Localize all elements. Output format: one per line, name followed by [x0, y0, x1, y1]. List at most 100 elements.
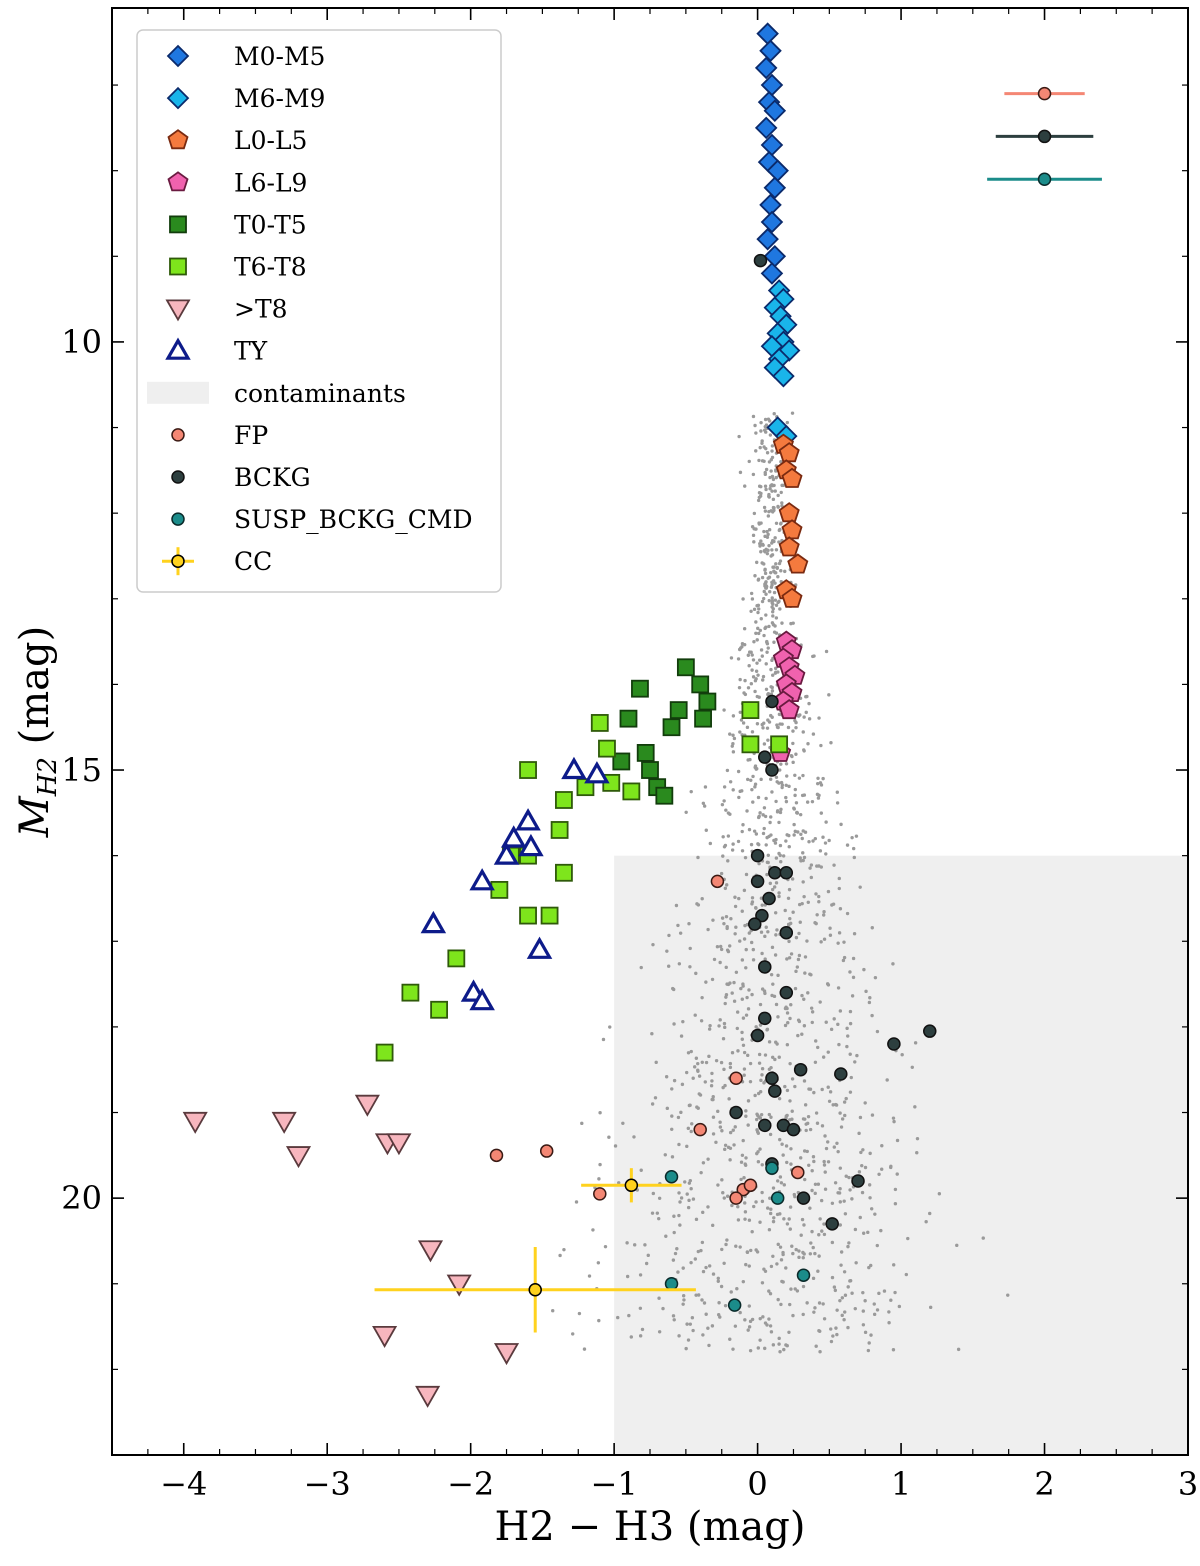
background-dot [638, 1273, 643, 1277]
data-point [555, 791, 573, 809]
background-dot [773, 911, 778, 915]
background-dot [842, 1199, 846, 1203]
background-dot [773, 536, 777, 540]
background-dots-layer [551, 411, 1010, 1354]
background-dot [742, 691, 746, 695]
legend-label: M0-M5 [234, 42, 325, 71]
background-dot [858, 1215, 862, 1220]
series-ty [420, 756, 610, 1011]
legend-item: M0-M5 [166, 42, 325, 71]
background-dot [760, 575, 765, 580]
background-dot [808, 1252, 813, 1256]
background-dot [723, 843, 728, 848]
background-dot [760, 951, 764, 956]
data-point [624, 1178, 639, 1193]
background-dot [785, 1043, 790, 1047]
background-dot [700, 1240, 705, 1245]
background-dot [813, 1182, 818, 1186]
background-dot [741, 597, 745, 601]
background-dot [686, 1338, 691, 1342]
background-dot [754, 527, 758, 531]
background-dot [703, 785, 708, 789]
background-dot [788, 1061, 792, 1066]
background-dot [706, 927, 710, 932]
x-tick-label: −4 [160, 1465, 207, 1503]
background-dot [771, 614, 775, 618]
background-dot [799, 832, 803, 837]
background-dot [771, 1186, 776, 1190]
data-point [768, 866, 782, 880]
background-dot [598, 1111, 602, 1115]
background-dot [704, 1265, 708, 1270]
background-dot [836, 1022, 840, 1027]
background-dot [808, 1206, 812, 1210]
background-dot [737, 685, 742, 690]
background-dot [767, 624, 771, 629]
data-point [664, 1277, 679, 1291]
background-dot [736, 1205, 740, 1209]
background-dot [797, 776, 802, 780]
legend-label: M6-M9 [234, 84, 325, 113]
background-dot [621, 1121, 625, 1125]
background-dot [792, 822, 796, 827]
background-dot [771, 982, 775, 986]
background-dot [688, 1322, 693, 1326]
data-point [550, 821, 569, 839]
background-dot [663, 1153, 667, 1157]
background-dot [803, 1117, 807, 1121]
background-dot [805, 1301, 809, 1305]
background-dot [734, 970, 739, 974]
background-dot [773, 598, 778, 602]
background-dot [776, 670, 780, 674]
background-dot [832, 1017, 836, 1021]
background-dot [766, 532, 770, 537]
background-dot [764, 446, 768, 451]
background-dot [733, 904, 738, 909]
background-dot [895, 1138, 900, 1143]
background-dot [608, 1025, 612, 1029]
background-dot [747, 931, 752, 935]
background-dot [740, 997, 744, 1001]
series--t8 [182, 1094, 520, 1408]
data-point [760, 262, 784, 285]
background-dot [748, 1348, 753, 1353]
background-dot [749, 591, 754, 596]
data-point [182, 1111, 208, 1134]
background-dot [591, 1228, 595, 1232]
background-dot [740, 642, 745, 646]
background-dot [839, 822, 843, 827]
background-dot [822, 1317, 827, 1321]
background-dot [839, 1125, 844, 1129]
background-dot [783, 908, 787, 913]
background-dot [728, 812, 732, 816]
background-dot [869, 1207, 874, 1211]
background-dot [731, 733, 735, 737]
background-dot [760, 903, 764, 907]
background-dot [773, 953, 778, 957]
background-dot [791, 1251, 795, 1256]
background-dot [759, 617, 763, 621]
background-dot [738, 1310, 742, 1315]
background-dot [767, 509, 771, 514]
data-point [729, 1105, 743, 1120]
background-dot [843, 1113, 847, 1118]
background-dot [722, 785, 727, 789]
background-dot [754, 431, 758, 435]
background-dot [736, 769, 741, 774]
x-tick-label: 3 [1178, 1465, 1198, 1503]
background-dot [747, 1218, 752, 1222]
background-dot [810, 1188, 814, 1193]
background-dot [840, 1296, 845, 1300]
background-dot [677, 1191, 681, 1195]
background-dot [716, 1109, 720, 1114]
background-dot [731, 842, 735, 846]
background-dot [794, 752, 798, 756]
background-dot [800, 793, 805, 798]
background-dot [793, 1287, 797, 1291]
background-dot [753, 689, 757, 694]
background-dot [797, 931, 801, 936]
background-dot [743, 855, 748, 860]
background-dot [897, 1304, 902, 1309]
legend-label: T6-T8 [234, 253, 307, 282]
background-dot [754, 449, 758, 453]
